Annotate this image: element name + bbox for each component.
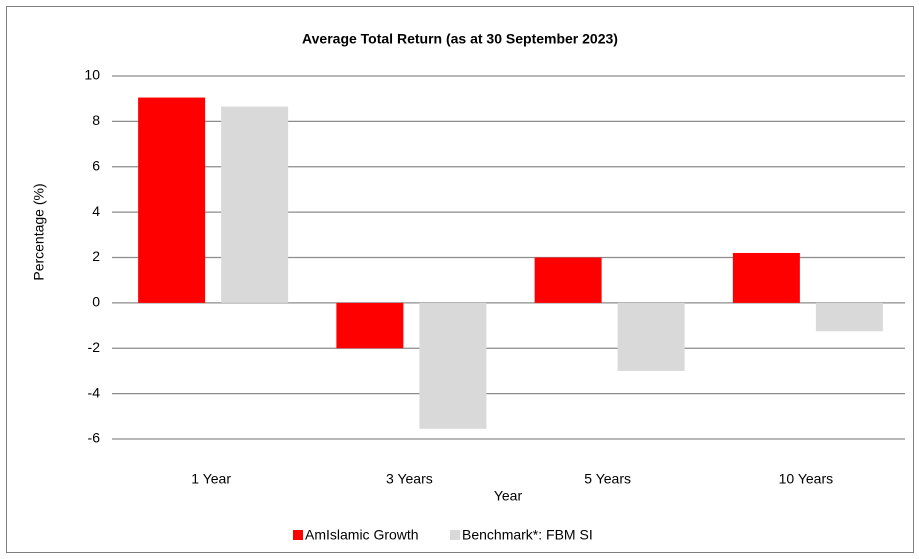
y-axis-title: Percentage (%) <box>31 183 47 280</box>
bar <box>534 257 602 303</box>
bar <box>732 252 800 303</box>
chart-title: Average Total Return (as at 30 September… <box>302 31 618 47</box>
x-axis-title: Year <box>494 488 523 504</box>
y-tick-label: 10 <box>84 67 100 83</box>
y-tick-label: 0 <box>92 294 100 310</box>
y-tick-label: 6 <box>92 157 100 173</box>
y-tick-label: 8 <box>92 112 100 128</box>
y-tick-label: -2 <box>88 339 101 355</box>
y-tick-label: 2 <box>92 248 100 264</box>
bar <box>336 302 404 349</box>
bar <box>617 302 685 371</box>
bar <box>815 302 883 332</box>
x-tick-label: 10 Years <box>779 471 834 487</box>
bar <box>221 106 289 303</box>
y-tick-label: -6 <box>88 430 101 446</box>
x-tick-label: 1 Year <box>191 471 231 487</box>
legend-label: Benchmark*: FBM SI <box>462 527 593 543</box>
legend-swatch <box>293 530 303 540</box>
x-tick-label: 3 Years <box>386 471 433 487</box>
bar <box>419 302 487 429</box>
legend-swatch <box>450 530 460 540</box>
bar <box>138 97 206 303</box>
y-tick-label: -4 <box>88 384 101 400</box>
x-tick-label: 5 Years <box>584 471 631 487</box>
legend-label: AmIslamic Growth <box>305 527 419 543</box>
y-tick-label: 4 <box>92 203 100 219</box>
